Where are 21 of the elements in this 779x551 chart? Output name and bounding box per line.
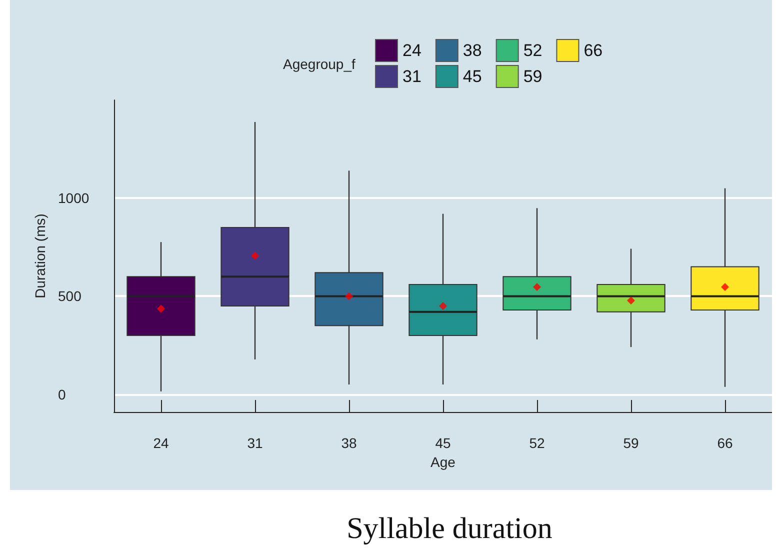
legend-title: Agegroup_f (283, 56, 356, 72)
x-tick-label: 52 (529, 435, 545, 451)
x-axis-title: Age (430, 454, 456, 470)
x-tick-label: 31 (247, 435, 263, 451)
legend-label: 52 (523, 41, 542, 60)
y-tick-label: 0 (58, 386, 66, 402)
legend-label: 24 (402, 41, 422, 60)
y-axis-title: Duration (ms) (32, 214, 48, 298)
legend-label: 38 (462, 41, 482, 60)
x-tick-label: 59 (623, 435, 639, 451)
x-tick-label: 24 (153, 435, 169, 451)
x-tick-label: 38 (341, 435, 357, 451)
y-tick-label: 500 (58, 288, 82, 304)
legend-label: 45 (462, 67, 482, 86)
legend-label: 66 (584, 41, 603, 60)
x-tick-label: 45 (435, 435, 451, 451)
legend-label: 31 (402, 67, 422, 86)
y-tick-label: 1000 (58, 190, 90, 206)
x-tick-label: 66 (717, 435, 733, 451)
text: Syllable duration (346, 512, 554, 546)
legend-label: 59 (523, 67, 542, 86)
